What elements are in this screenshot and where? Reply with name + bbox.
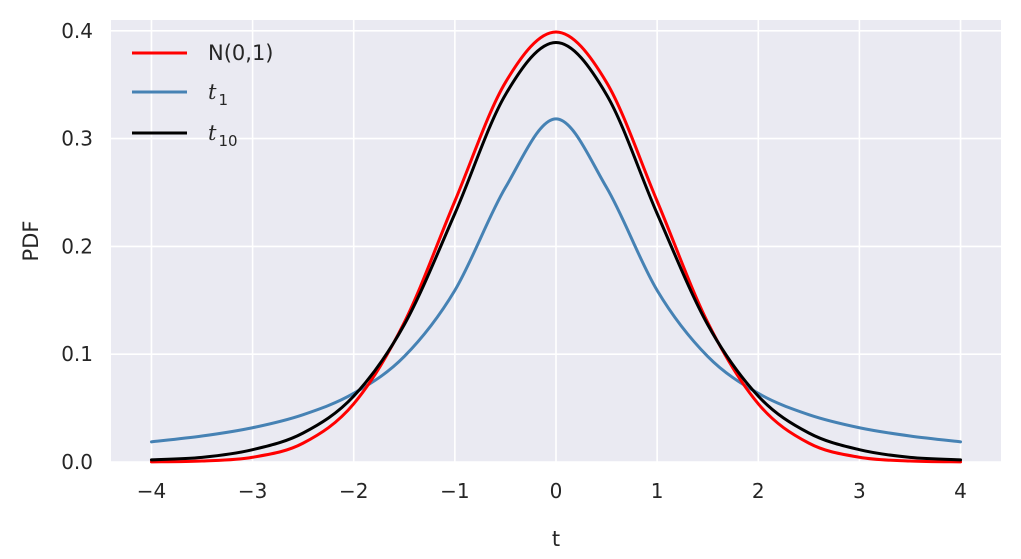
series-layer — [149, 30, 963, 464]
legend-label-main: t — [208, 121, 217, 145]
x-tick-label: 1 — [651, 479, 664, 503]
x-tick-label: 2 — [752, 479, 765, 503]
legend-label-subscript: 10 — [218, 132, 237, 150]
y-axis-label: PDF — [19, 221, 43, 262]
series-line-t-1 — [149, 117, 963, 444]
x-tick-label: −1 — [440, 479, 469, 503]
legend-label: t 10 — [208, 121, 238, 150]
x-axis-ticks: −4 −3 −2 −1 0 1 2 3 4 — [137, 479, 967, 503]
series-line-t-10 — [149, 41, 963, 462]
legend-label: N(0,1) — [208, 41, 274, 65]
y-tick-label: 0.1 — [61, 342, 93, 366]
x-axis-label: t — [552, 527, 560, 551]
legend-label-main: t — [208, 80, 217, 104]
y-tick-label: 0.4 — [61, 19, 93, 43]
series-line-n-0-1 — [149, 30, 963, 464]
y-tick-label: 0.3 — [61, 127, 93, 151]
y-tick-label: 0.0 — [61, 450, 93, 474]
legend-label-subscript: 1 — [218, 91, 228, 109]
x-tick-label: −3 — [238, 479, 267, 503]
x-tick-label: −4 — [137, 479, 166, 503]
x-tick-label: 0 — [550, 479, 563, 503]
x-tick-label: 4 — [954, 479, 967, 503]
y-tick-label: 0.2 — [61, 234, 93, 258]
legend-label-main: N(0,1) — [208, 41, 274, 65]
x-tick-label: 3 — [853, 479, 866, 503]
legend: N(0,1)t 1t 10 — [132, 41, 274, 150]
x-tick-label: −2 — [339, 479, 368, 503]
y-axis-ticks: 0.0 0.1 0.2 0.3 0.4 — [61, 19, 93, 474]
